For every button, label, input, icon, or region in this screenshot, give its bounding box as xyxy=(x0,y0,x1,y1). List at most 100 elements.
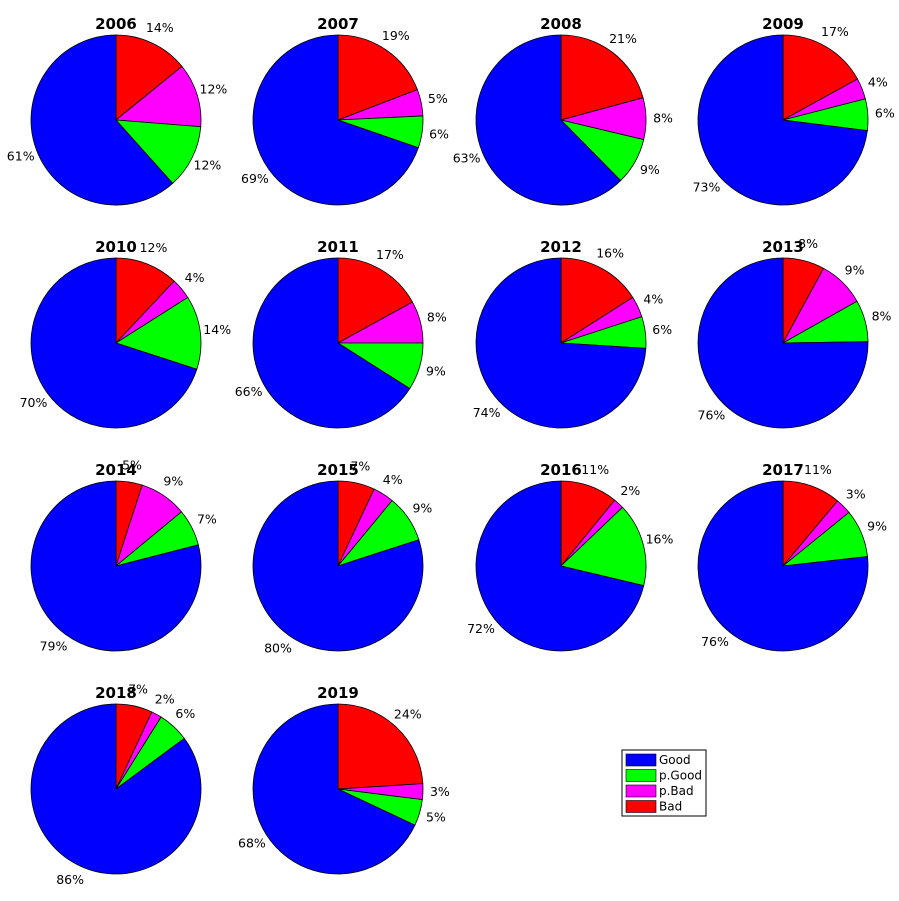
slice-label: 63% xyxy=(453,151,481,166)
slice-good xyxy=(252,703,416,875)
slice-label: 24% xyxy=(394,707,422,722)
pie-title: 2008 xyxy=(540,15,582,33)
slice-label: 80% xyxy=(264,641,292,656)
slice-label: 74% xyxy=(473,405,501,420)
pie-title: 2014 xyxy=(95,461,137,479)
slice-good xyxy=(30,34,174,206)
slice-label: 16% xyxy=(596,246,624,261)
slice-label: 9% xyxy=(845,262,865,277)
slice-label: 6% xyxy=(175,706,195,721)
slice-label: 68% xyxy=(238,836,266,851)
slice-label: 8% xyxy=(653,110,673,125)
slice-p-good xyxy=(560,506,647,587)
slice-label: 2% xyxy=(620,483,640,498)
slice-label: 7% xyxy=(197,512,217,527)
slice-good xyxy=(252,34,419,206)
slice-label: 2% xyxy=(155,691,175,706)
pie-2009: 2009 17% 4% 6% 73% xyxy=(693,15,895,206)
slice-good xyxy=(475,257,647,429)
slice-good xyxy=(252,257,411,429)
slice-label: 4% xyxy=(868,75,888,90)
legend-swatch-p-bad xyxy=(625,784,657,798)
slice-bad xyxy=(115,257,175,345)
slice-label: 9% xyxy=(163,474,183,489)
slice-label: 4% xyxy=(383,472,403,487)
legend-label: p.Bad xyxy=(659,784,694,798)
slice-label: 76% xyxy=(701,634,729,649)
slice-bad xyxy=(560,257,634,344)
pies-layer: 2006 14% 12% 12% 61% 2007 19% 5% 6% 69% 2008 21% 8% 9… xyxy=(7,15,895,887)
slice-label: 9% xyxy=(412,501,432,516)
slice-label: 6% xyxy=(652,322,672,337)
slice-label: 21% xyxy=(609,31,637,46)
slice-label: 72% xyxy=(467,621,495,636)
pie-2010: 2010 12% 4% 14% 70% xyxy=(20,238,231,429)
slice-label: 12% xyxy=(194,157,222,172)
slice-label: 17% xyxy=(376,247,404,262)
slice-good xyxy=(697,34,868,206)
slice-label: 69% xyxy=(241,171,269,186)
slice-label: 17% xyxy=(821,24,849,39)
slice-label: 73% xyxy=(693,180,721,195)
slice-label: 19% xyxy=(382,28,410,43)
slice-p-good xyxy=(115,119,202,184)
pie-title: 2015 xyxy=(317,461,359,479)
slice-bad xyxy=(560,34,644,121)
pie-2019: 2019 24% 3% 5% 68% xyxy=(238,684,450,875)
pie-title: 2017 xyxy=(762,461,804,479)
slice-label: 3% xyxy=(846,486,866,501)
slice-bad xyxy=(337,257,414,344)
legend-label: Good xyxy=(659,753,691,767)
slice-bad xyxy=(115,34,183,121)
pie-title: 2018 xyxy=(95,684,137,702)
slice-p-good xyxy=(115,296,202,370)
slice-label: 70% xyxy=(20,395,48,410)
slice-label: 6% xyxy=(875,106,895,121)
pie-2011: 2011 17% 8% 9% 66% xyxy=(235,238,447,429)
slice-bad xyxy=(337,34,418,121)
legend-swatch-good xyxy=(625,753,657,767)
legend-label: p.Good xyxy=(659,769,702,783)
slice-label: 11% xyxy=(581,462,609,477)
pie-title: 2016 xyxy=(540,461,582,479)
slice-label: 8% xyxy=(427,310,447,325)
pie-title: 2011 xyxy=(317,238,359,256)
slice-label: 9% xyxy=(867,519,887,534)
slice-label: 5% xyxy=(122,457,142,472)
slice-label: 11% xyxy=(804,462,832,477)
pie-title: 2006 xyxy=(95,15,137,33)
slice-label: 12% xyxy=(200,82,228,97)
slice-label: 7% xyxy=(350,459,370,474)
slice-label: 8% xyxy=(872,308,892,323)
pie-2007: 2007 19% 5% 6% 69% xyxy=(241,15,449,206)
slice-good xyxy=(697,480,869,652)
slice-label: 8% xyxy=(798,236,818,251)
legend-swatch-bad xyxy=(625,800,657,813)
slice-bad xyxy=(337,703,424,790)
slice-label: 7% xyxy=(128,681,148,696)
slice-p-bad xyxy=(114,65,202,128)
slice-label: 14% xyxy=(146,20,174,35)
pie-title: 2009 xyxy=(762,15,804,33)
slice-label: 5% xyxy=(426,810,446,825)
legend-swatch-p-good xyxy=(625,769,657,782)
slice-label: 14% xyxy=(203,322,231,337)
pie-title: 2010 xyxy=(95,238,137,256)
pie-2012: 2012 16% 4% 6% 74% xyxy=(473,238,672,429)
pie-2017: 2017 11% 3% 9% 76% xyxy=(697,461,887,652)
pie-2016: 2016 11% 2% 16% 72% xyxy=(467,461,674,652)
slice-good xyxy=(30,257,198,429)
slice-label: 61% xyxy=(7,148,35,163)
slice-good xyxy=(697,257,869,429)
pie-title: 2013 xyxy=(762,238,804,256)
slice-label: 79% xyxy=(40,639,68,654)
pie-2008: 2008 21% 8% 9% 63% xyxy=(453,15,673,206)
slice-label: 5% xyxy=(428,91,448,106)
slice-label: 4% xyxy=(185,270,205,285)
